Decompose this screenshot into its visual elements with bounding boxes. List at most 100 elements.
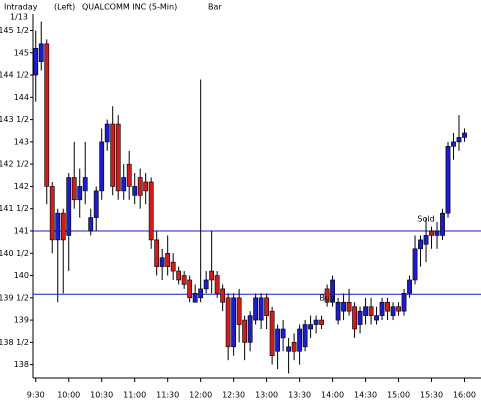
header-label: Bar [208,3,222,12]
candle-body [385,301,390,312]
y-tick-label: 138 1/2 [0,338,29,347]
candle-body [264,297,270,316]
candle-body [396,306,401,312]
y-tick-label: 139 [14,316,29,325]
candle-body [357,310,363,325]
x-tick-label: 14:30 [354,391,377,400]
candle-body [363,306,368,316]
candle-body [379,301,385,316]
y-tick-label: 145 [14,48,29,57]
candle-body [143,181,149,192]
candle-body [434,230,440,236]
candle-body [445,146,451,214]
header-label: Intraday [4,3,38,12]
x-tick-label: 10:00 [57,391,80,400]
candle-body [368,306,374,316]
y-tick-label: 144 1/2 [0,71,29,80]
candle-body [137,177,143,196]
candle-body [44,43,50,187]
candle-body [269,310,275,357]
candle-body [407,279,412,294]
y-tick-label: 141 1/2 [0,204,29,213]
candle-body [418,239,423,250]
candle-body [187,279,193,299]
candle-body [60,212,66,241]
candle-body [429,230,434,236]
y-tick-label: 138 [14,360,29,369]
candle-body [104,123,110,143]
candle-body [66,177,72,236]
candle-body [82,177,88,192]
candle-body [99,141,105,192]
date-label: 1/13 [10,13,28,22]
candle-body [115,123,121,192]
candle-body [88,217,94,232]
candle-body [258,297,264,321]
candle-body [55,212,61,241]
candle-body [231,297,237,348]
x-tick-label: 13:00 [255,391,278,400]
x-tick-label: 15:00 [387,391,410,400]
x-tick-label: 9:30 [27,391,45,400]
x-tick-label: 14:00 [321,391,344,400]
candle-body [198,288,204,299]
candle-body [49,186,55,241]
candle-body [291,342,297,352]
candle-body [110,123,116,187]
candle-body [225,297,231,348]
y-tick-label: 143 1/2 [0,115,29,124]
candle-body [253,297,259,321]
candle-body [401,293,407,312]
candle-body [209,270,215,281]
candle-body [352,306,357,330]
candle-body [390,306,396,316]
candle-body [126,163,132,187]
candle-body [412,248,418,281]
candle-body [33,48,39,76]
x-tick-label: 13:30 [288,391,311,400]
candle-body [242,319,248,343]
x-tick-label: 10:30 [90,391,113,400]
candle-body [165,252,171,267]
candle-body [324,288,330,303]
x-tick-label: 12:00 [189,391,212,400]
y-tick-label: 142 [14,182,29,191]
candle-body [121,177,127,192]
candle-body [159,257,165,267]
x-tick-label: 12:30 [222,391,245,400]
candle-body [440,212,445,236]
candle-body [247,315,253,343]
header-label: (Left) [54,3,75,12]
candle-body [374,315,379,321]
candle-body [176,270,182,281]
candle-body [71,177,77,201]
candle-body [93,190,99,218]
y-tick-label: 140 [14,271,29,280]
candle-body [280,328,286,339]
candle-body [297,328,303,352]
x-tick-label: 15:30 [420,391,443,400]
x-tick-label: 11:00 [123,391,146,400]
annotation: Buy [319,293,335,302]
x-tick-label: 11:30 [156,391,179,400]
y-tick-label: 141 [14,226,29,235]
chart-title: QUALCOMM INC (5-Min) [82,3,177,12]
candle-body [192,293,198,303]
candle-body [341,301,346,312]
x-tick-label: 16:00 [453,391,476,400]
y-tick-label: 142 1/2 [0,160,29,169]
candle-body [77,186,83,201]
candle-body [302,324,308,348]
annotation: Sold [417,214,434,223]
candle-body [148,181,154,241]
candle-body [423,235,429,245]
candle-body [181,275,187,285]
y-tick-label: 144 [14,93,29,102]
candle-body [170,261,176,272]
candle-body [286,346,292,352]
y-tick-label: 143 [14,137,29,146]
candle-body [38,43,44,62]
